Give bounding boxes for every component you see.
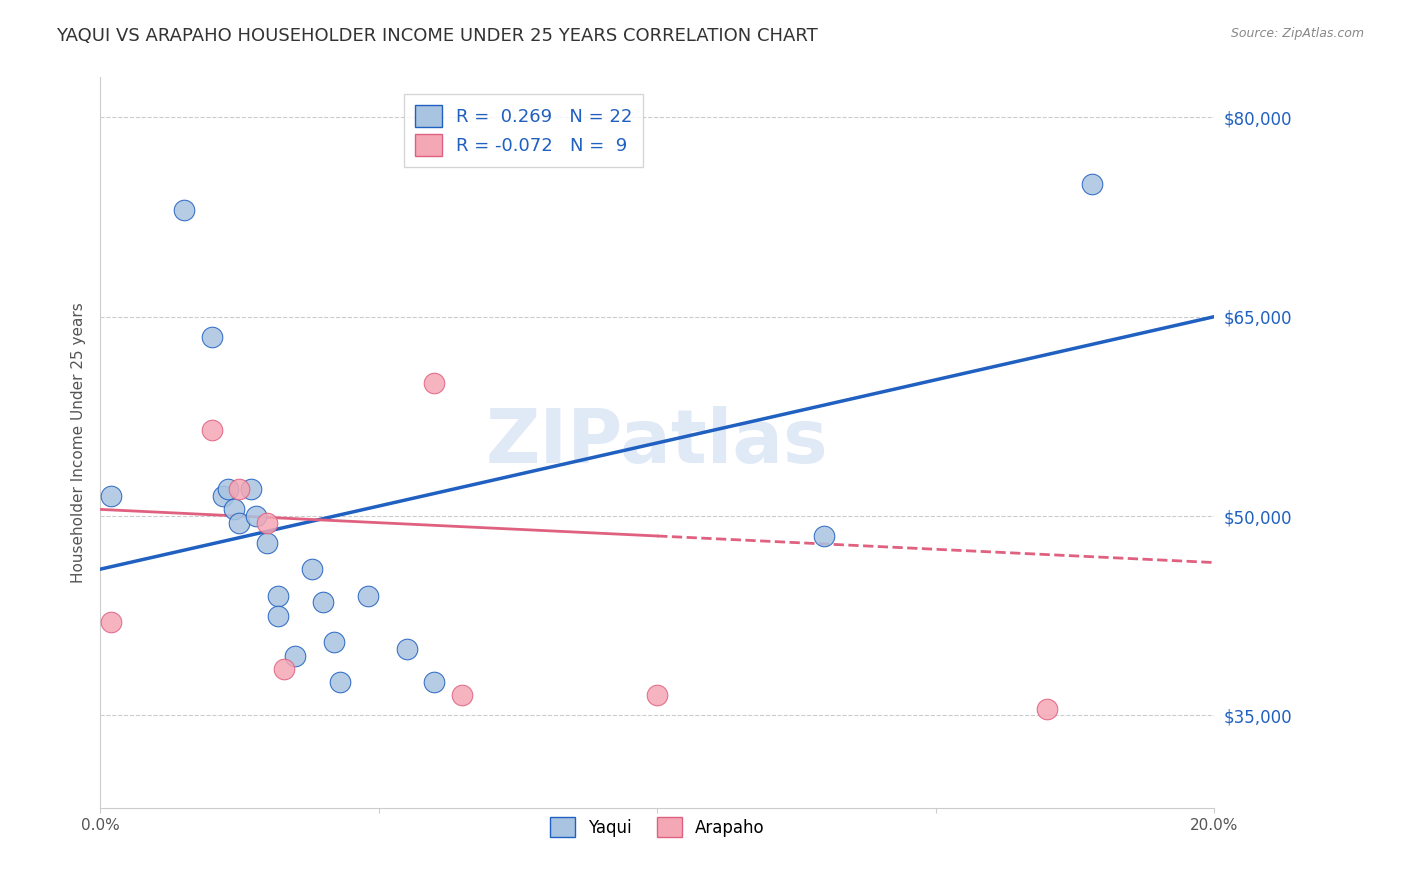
Point	[301, 562, 323, 576]
Point	[267, 608, 290, 623]
Point	[256, 516, 278, 530]
Point	[423, 376, 446, 391]
Point	[239, 483, 262, 497]
Text: ZIPatlas: ZIPatlas	[486, 407, 828, 479]
Text: YAQUI VS ARAPAHO HOUSEHOLDER INCOME UNDER 25 YEARS CORRELATION CHART: YAQUI VS ARAPAHO HOUSEHOLDER INCOME UNDE…	[56, 27, 818, 45]
Point	[451, 689, 474, 703]
Point	[211, 489, 233, 503]
Point	[423, 675, 446, 690]
Point	[217, 483, 239, 497]
Point	[1080, 177, 1102, 191]
Point	[200, 329, 222, 343]
Point	[645, 689, 668, 703]
Point	[329, 675, 352, 690]
Point	[228, 483, 250, 497]
Y-axis label: Householder Income Under 25 years: Householder Income Under 25 years	[72, 302, 86, 583]
Point	[228, 516, 250, 530]
Point	[273, 662, 295, 676]
Point	[256, 535, 278, 549]
Point	[200, 423, 222, 437]
Point	[356, 589, 378, 603]
Point	[1036, 702, 1059, 716]
Point	[395, 642, 418, 657]
Legend: Yaqui, Arapaho: Yaqui, Arapaho	[543, 810, 772, 844]
Text: Source: ZipAtlas.com: Source: ZipAtlas.com	[1230, 27, 1364, 40]
Point	[100, 615, 122, 630]
Point	[222, 502, 245, 516]
Point	[100, 489, 122, 503]
Point	[312, 595, 335, 609]
Point	[813, 529, 835, 543]
Point	[173, 203, 195, 218]
Point	[267, 589, 290, 603]
Point	[323, 635, 346, 649]
Point	[284, 648, 307, 663]
Point	[245, 509, 267, 524]
